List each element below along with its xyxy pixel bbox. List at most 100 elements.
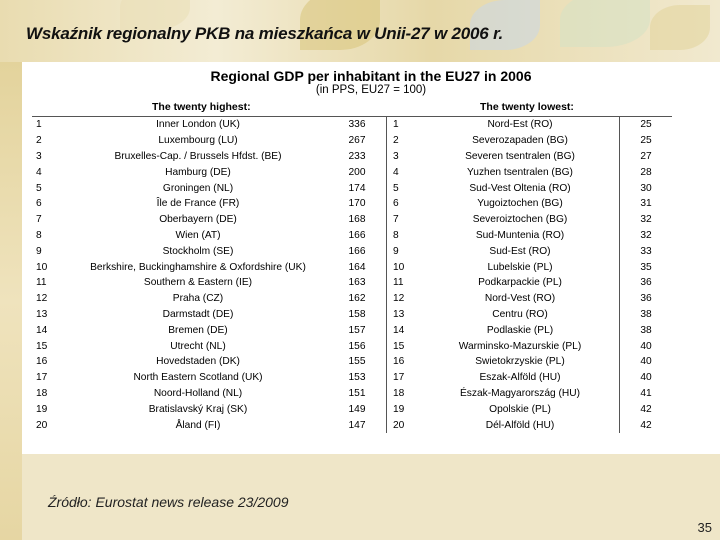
region-lowest: Sud-Muntenia (RO)	[421, 227, 620, 244]
region-lowest: Észak-Magyarország (HU)	[421, 385, 620, 402]
region-lowest: Yugoiztochen (BG)	[421, 195, 620, 212]
rank-lowest: 5	[393, 182, 399, 194]
value-highest: 149	[328, 401, 387, 418]
region-highest: Inner London (UK)	[68, 115, 328, 133]
rank-highest: 6	[36, 198, 42, 210]
region-highest: Southern & Eastern (IE)	[143, 277, 253, 289]
rank-lowest: 4	[393, 166, 399, 178]
region-highest: Noord-Holland (NL)	[153, 387, 243, 399]
rank-highest: 3	[36, 150, 42, 162]
table-row: 9 Stockholm (SE) 166 9 Sud-Est (RO) 33	[32, 243, 672, 260]
region-highest: Praha (CZ)	[172, 293, 224, 305]
region-highest: Luxembourg (LU)	[158, 135, 238, 147]
value-lowest: 33	[640, 245, 652, 257]
region-highest: Utrecht (NL)	[170, 340, 226, 352]
value-lowest: 31	[640, 198, 652, 210]
region-highest: Åland (FI)	[175, 419, 221, 431]
value-lowest: 36	[640, 293, 652, 305]
rank-highest: 5	[36, 182, 42, 194]
value-lowest: 25	[619, 115, 672, 133]
value-highest: 233	[328, 148, 387, 165]
rank-lowest: 1	[386, 115, 421, 133]
rank-highest: 1	[32, 115, 68, 133]
rank-lowest: 18	[393, 387, 405, 399]
rank-highest: 18	[36, 387, 48, 399]
value-highest: 200	[328, 164, 387, 181]
value-lowest: 32	[640, 229, 652, 241]
value-lowest: 42	[640, 419, 652, 431]
gdp-table: 1 Inner London (UK) 336 1 Nord-Est (RO) 25 2 Lu…	[32, 115, 672, 433]
page-number: 35	[697, 520, 712, 535]
value-highest: 162	[328, 290, 387, 307]
value-highest: 166	[328, 243, 387, 260]
region-highest: Darmstadt (DE)	[162, 308, 234, 320]
value-highest: 153	[328, 369, 387, 386]
region-lowest: Dél-Alföld (HU)	[421, 417, 620, 433]
rank-lowest: 3	[393, 150, 399, 162]
table-row: 4 Hamburg (DE) 200 4 Yuzhen tsentralen (BG) 2…	[32, 164, 672, 181]
rank-highest: 15	[36, 340, 48, 352]
value-lowest: 38	[640, 308, 652, 320]
rank-lowest: 16	[393, 356, 405, 368]
table-row: 11 Southern & Eastern (IE) 163 11 Podkarpack…	[32, 274, 672, 291]
value-highest: 147	[328, 417, 387, 433]
region-highest: Hamburg (DE)	[165, 166, 231, 178]
value-lowest: 41	[640, 387, 652, 399]
lowest-header: The twenty lowest:	[480, 101, 574, 113]
highest-header: The twenty highest:	[152, 101, 251, 113]
table-row: 3 Bruxelles-Cap. / Brussels Hfdst. (BE) 23…	[32, 148, 672, 165]
rank-lowest: 2	[393, 135, 399, 147]
region-lowest: Eszak-Alföld (HU)	[421, 369, 620, 386]
region-highest: Oberbayern (DE)	[159, 214, 237, 226]
table-row: 19 Bratislavský Kraj (SK) 149 19 Opolskie (P…	[32, 401, 672, 418]
value-highest: 267	[328, 132, 387, 149]
rank-highest: 13	[36, 308, 48, 320]
value-lowest: 25	[640, 135, 652, 147]
rank-highest: 11	[36, 277, 47, 289]
value-lowest: 32	[640, 214, 652, 226]
region-lowest: Severozapaden (BG)	[421, 132, 620, 149]
value-lowest: 40	[640, 356, 652, 368]
region-lowest: Swietokrzyskie (PL)	[421, 353, 620, 370]
table-row: 2 Luxembourg (LU) 267 2 Severozapaden (BG) 25	[32, 132, 672, 149]
region-lowest: Centru (RO)	[421, 306, 620, 323]
value-highest: 156	[328, 338, 387, 354]
value-lowest: 40	[640, 372, 652, 384]
table-row: 6 Île de France (FR) 170 6 Yugoiztochen (BG)…	[32, 195, 672, 212]
value-highest: 151	[328, 385, 387, 402]
region-highest: North Eastern Scotland (UK)	[133, 372, 263, 384]
table-row: 1 Inner London (UK) 336 1 Nord-Est (RO) 25	[32, 115, 672, 133]
rank-highest: 9	[36, 245, 42, 257]
region-lowest: Yuzhen tsentralen (BG)	[421, 164, 620, 181]
table-row: 13 Darmstadt (DE) 158 13 Centru (RO) 38	[32, 306, 672, 323]
value-lowest: 35	[640, 261, 652, 273]
value-highest: 163	[328, 274, 387, 291]
region-highest: Bremen (DE)	[168, 324, 228, 336]
rank-highest: 8	[36, 229, 42, 241]
value-highest: 170	[328, 195, 387, 212]
table-image: Regional GDP per inhabitant in the EU27 …	[22, 62, 720, 454]
rank-highest: 16	[36, 356, 48, 368]
table-row: 10 Berkshire, Buckinghamshire & Oxfordshi…	[32, 259, 672, 275]
region-highest: Wien (AT)	[175, 229, 221, 241]
value-lowest: 27	[640, 150, 652, 162]
region-lowest: Severoiztochen (BG)	[421, 211, 620, 228]
value-highest: 174	[328, 180, 387, 196]
value-highest: 155	[328, 353, 387, 370]
region-highest: Bruxelles-Cap. / Brussels Hfdst. (BE)	[114, 150, 282, 162]
rank-lowest: 15	[393, 340, 405, 352]
table-row: 7 Oberbayern (DE) 168 7 Severoiztochen (BG) 3…	[32, 211, 672, 228]
region-highest: Berkshire, Buckinghamshire & Oxfordshire…	[90, 261, 306, 273]
value-highest: 164	[328, 259, 387, 275]
rank-highest: 17	[36, 372, 48, 384]
table-row: 18 Noord-Holland (NL) 151 18 Észak-Magyarors…	[32, 385, 672, 402]
table-row: 8 Wien (AT) 166 8 Sud-Muntenia (RO) 32	[32, 227, 672, 244]
region-lowest: Nord-Est (RO)	[421, 115, 620, 133]
region-lowest: Podlaskie (PL)	[421, 322, 620, 339]
region-highest: Île de France (FR)	[156, 198, 240, 210]
region-highest: Groningen (NL)	[162, 182, 234, 194]
rank-highest: 19	[36, 403, 48, 415]
region-lowest: Opolskie (PL)	[421, 401, 620, 418]
table-row: 15 Utrecht (NL) 156 15 Warminsko-Mazurskie (…	[32, 338, 672, 354]
header-decoration	[0, 0, 720, 62]
